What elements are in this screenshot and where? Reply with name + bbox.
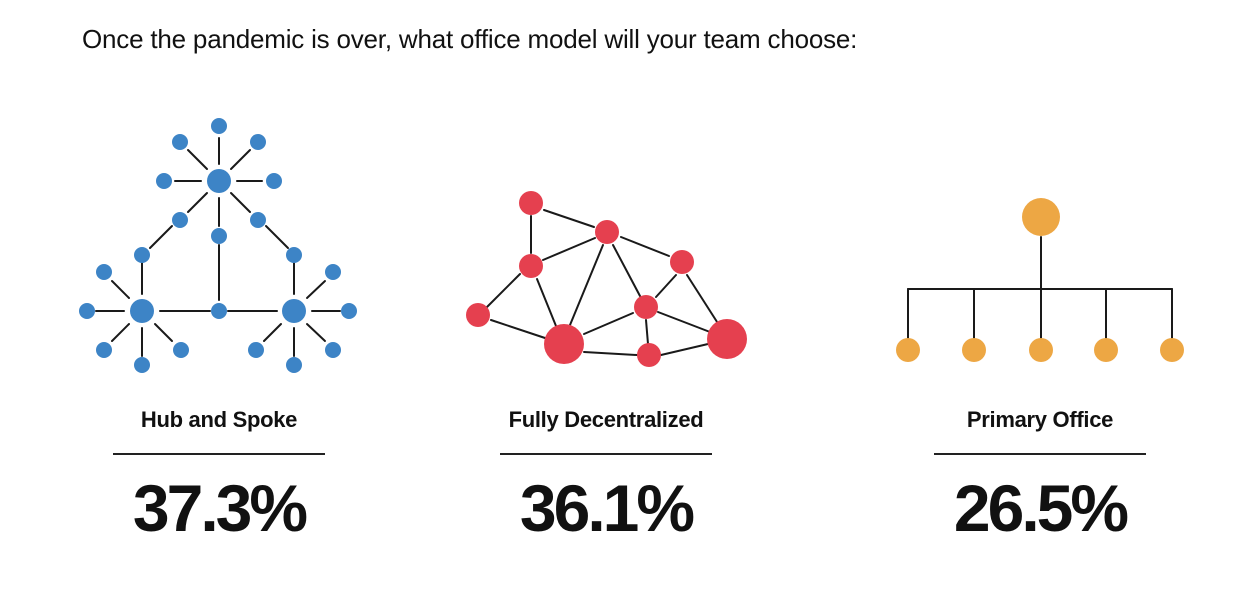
divider [934, 453, 1146, 455]
hub-and-spoke-network-icon [79, 118, 357, 373]
primary-office-hierarchy-icon [896, 198, 1184, 362]
option-percentage: 26.5% [953, 471, 1129, 545]
option-label: Primary Office [966, 407, 1114, 432]
decentralized-mesh-network-icon [466, 191, 747, 367]
option-percentage: 36.1% [519, 471, 695, 545]
option-percentage: 37.3% [132, 471, 308, 545]
divider [113, 453, 325, 455]
option-label: Hub and Spoke [140, 407, 298, 432]
option-label: Fully Decentralized [508, 407, 704, 432]
question-heading: Once the pandemic is over, what office m… [82, 24, 858, 54]
divider [500, 453, 712, 455]
